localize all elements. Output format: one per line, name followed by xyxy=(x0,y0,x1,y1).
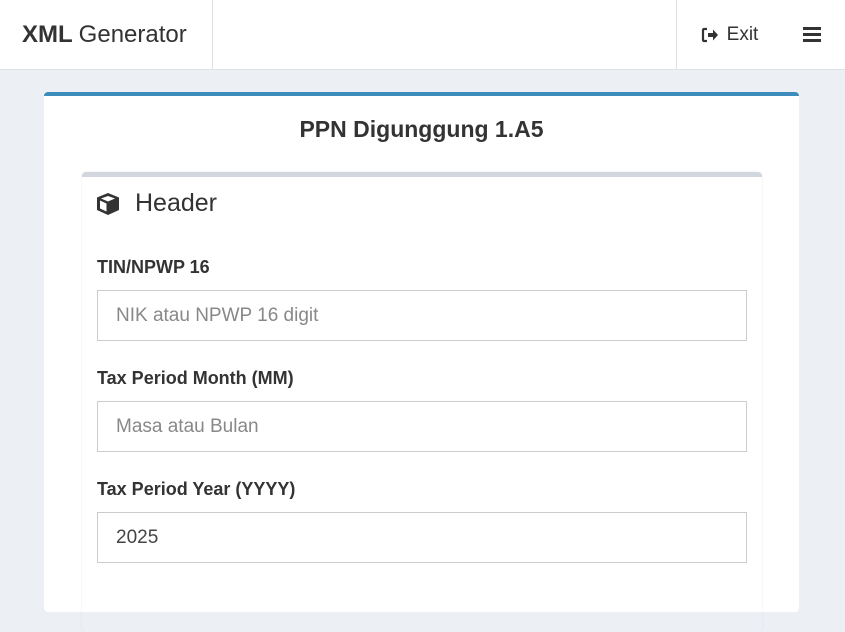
menu-toggle-button[interactable] xyxy=(792,20,832,48)
tin-label: TIN/NPWP 16 xyxy=(97,257,210,277)
tin-input[interactable] xyxy=(97,290,747,341)
brand-logo[interactable]: XML Generator xyxy=(0,0,213,69)
page-title: PPN Digunggung 1.A5 xyxy=(299,116,544,142)
sign-out-icon xyxy=(701,27,718,42)
top-navbar: XML Generator Exit xyxy=(0,0,845,70)
main-card: PPN Digunggung 1.A5 Header TIN/NPWP 16 T… xyxy=(44,92,799,612)
hamburger-icon xyxy=(803,27,821,42)
brand-bold: XML xyxy=(22,20,73,48)
brand-text: Generator xyxy=(78,20,187,48)
cube-icon xyxy=(97,192,119,215)
tax-year-label: Tax Period Year (YYYY) xyxy=(97,479,296,499)
tax-year-input[interactable] xyxy=(97,512,747,563)
exit-button[interactable]: Exit xyxy=(676,0,782,69)
tax-month-label: Tax Period Month (MM) xyxy=(97,368,294,388)
tax-month-input[interactable] xyxy=(97,401,747,452)
header-section: Header TIN/NPWP 16 Tax Period Month (MM)… xyxy=(82,172,762,632)
exit-label: Exit xyxy=(726,23,759,45)
section-title: Header xyxy=(135,189,217,217)
